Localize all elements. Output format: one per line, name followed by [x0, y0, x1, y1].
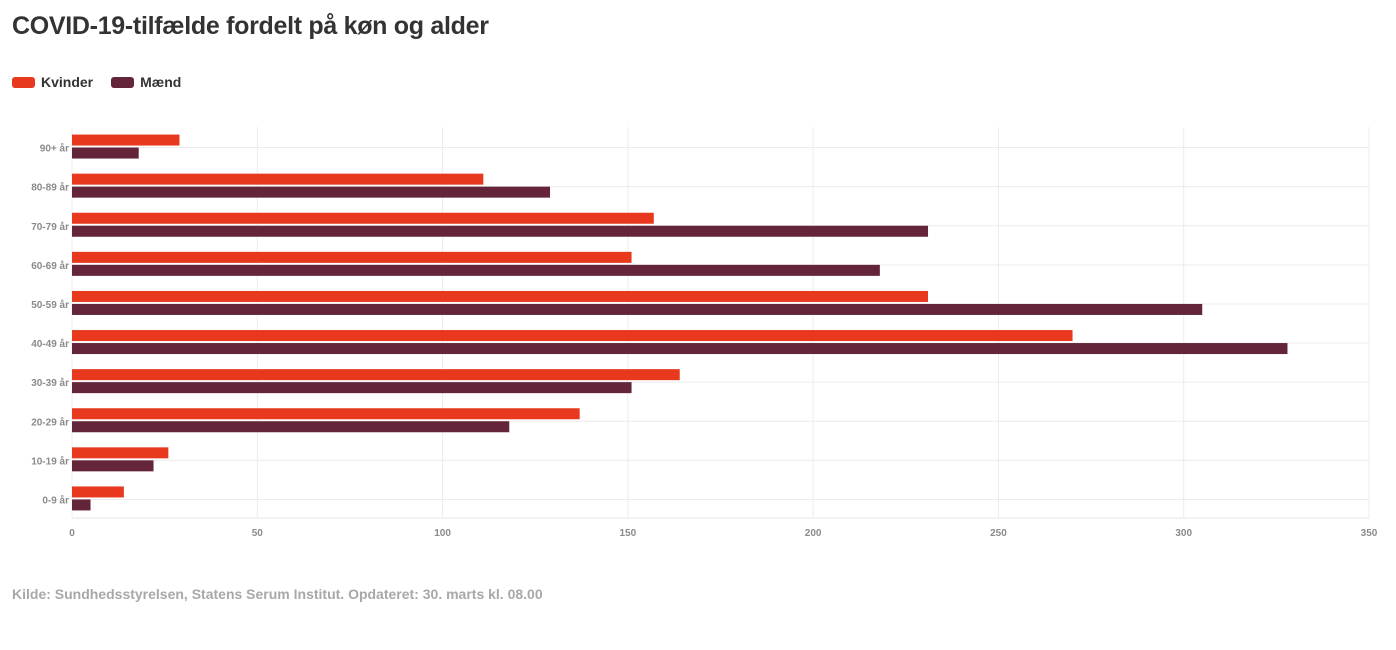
bar-kvinder [72, 447, 169, 459]
legend-label-kvinder: Kvinder [41, 74, 94, 90]
x-tick-label: 250 [990, 528, 1007, 539]
bar-maend [72, 264, 880, 276]
bar-maend [72, 225, 929, 237]
bar-maend [72, 303, 1203, 315]
legend-swatch-maend [111, 76, 135, 88]
x-tick-label: 100 [434, 528, 451, 539]
bar-maend [72, 382, 632, 394]
x-tick-label: 350 [1361, 528, 1378, 539]
bar-maend [72, 343, 1288, 355]
x-tick-label: 150 [620, 528, 637, 539]
y-tick-label: 70-79 år [31, 221, 69, 233]
y-tick-label: 40-49 år [31, 338, 69, 350]
y-tick-label: 30-39 år [31, 377, 69, 389]
bar-kvinder [72, 290, 929, 302]
legend-item-kvinder[interactable]: Kvinder [12, 74, 93, 90]
bar-kvinder [72, 212, 654, 224]
x-tick-label: 300 [1175, 528, 1192, 539]
bar-maend [72, 186, 551, 198]
legend-swatch-kvinder [12, 76, 35, 88]
bar-maend [72, 499, 91, 511]
source-note: Kilde: Sundhedsstyrelsen, Statens Serum … [12, 586, 543, 602]
legend-item-maend[interactable]: Mænd [111, 74, 181, 90]
chart-title: COVID-19-tilfælde fordelt på køn og alde… [12, 12, 489, 40]
legend-label-maend: Mænd [140, 74, 182, 90]
bar-chart: 0 50 100 150 200 250 300 350 90+ år 80-89 år 70-79… [31, 127, 1378, 539]
x-tick-label: 200 [805, 528, 822, 539]
y-tick-label: 60-69 år [31, 260, 69, 272]
bar-kvinder [72, 134, 180, 146]
bar-kvinder [72, 251, 632, 263]
y-tick-label: 90+ år [40, 143, 69, 155]
legend: Kvinder Mænd [12, 74, 199, 90]
bar-kvinder [72, 408, 580, 420]
y-tick-label: 20-29 år [31, 416, 69, 428]
y-tick-label: 50-59 år [31, 299, 69, 311]
x-tick-label: 50 [252, 528, 264, 539]
y-tick-label: 0-9 år [42, 494, 69, 506]
y-tick-label: 10-19 år [31, 455, 69, 467]
x-tick-label: 0 [69, 528, 75, 539]
bar-maend [72, 460, 154, 472]
bar-kvinder [72, 330, 1073, 342]
bar-kvinder [72, 173, 484, 185]
bar-maend [72, 147, 139, 159]
bar-maend [72, 421, 510, 433]
bar-kvinder [72, 486, 124, 498]
y-tick-label: 80-89 år [31, 182, 69, 194]
bar-kvinder [72, 369, 680, 381]
